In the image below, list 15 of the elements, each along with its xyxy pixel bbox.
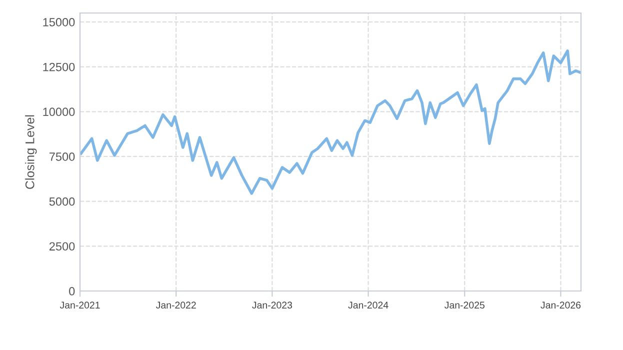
y-tick-label: 12500: [43, 62, 75, 72]
y-tick-label: 15000: [43, 18, 75, 26]
x-tick-label: Jan-2021: [60, 302, 100, 309]
x-tick-label: Jan-2026: [540, 302, 581, 309]
x-tick-label: Jan-2024: [348, 302, 388, 309]
y-axis-title: Closing Level: [25, 115, 37, 189]
x-tick-label: Jan-2025: [444, 302, 484, 309]
x-tick-label: Jan-2022: [156, 302, 196, 309]
x-tick-label: Jan-2023: [252, 302, 292, 309]
line-series: [80, 49, 581, 195]
y-tick-label: 2500: [49, 242, 75, 251]
y-tick-label: 7500: [49, 152, 75, 161]
y-tick-label: 10000: [43, 108, 75, 116]
y-tick-label: 0: [69, 287, 75, 296]
y-tick-label: 5000: [49, 197, 75, 206]
